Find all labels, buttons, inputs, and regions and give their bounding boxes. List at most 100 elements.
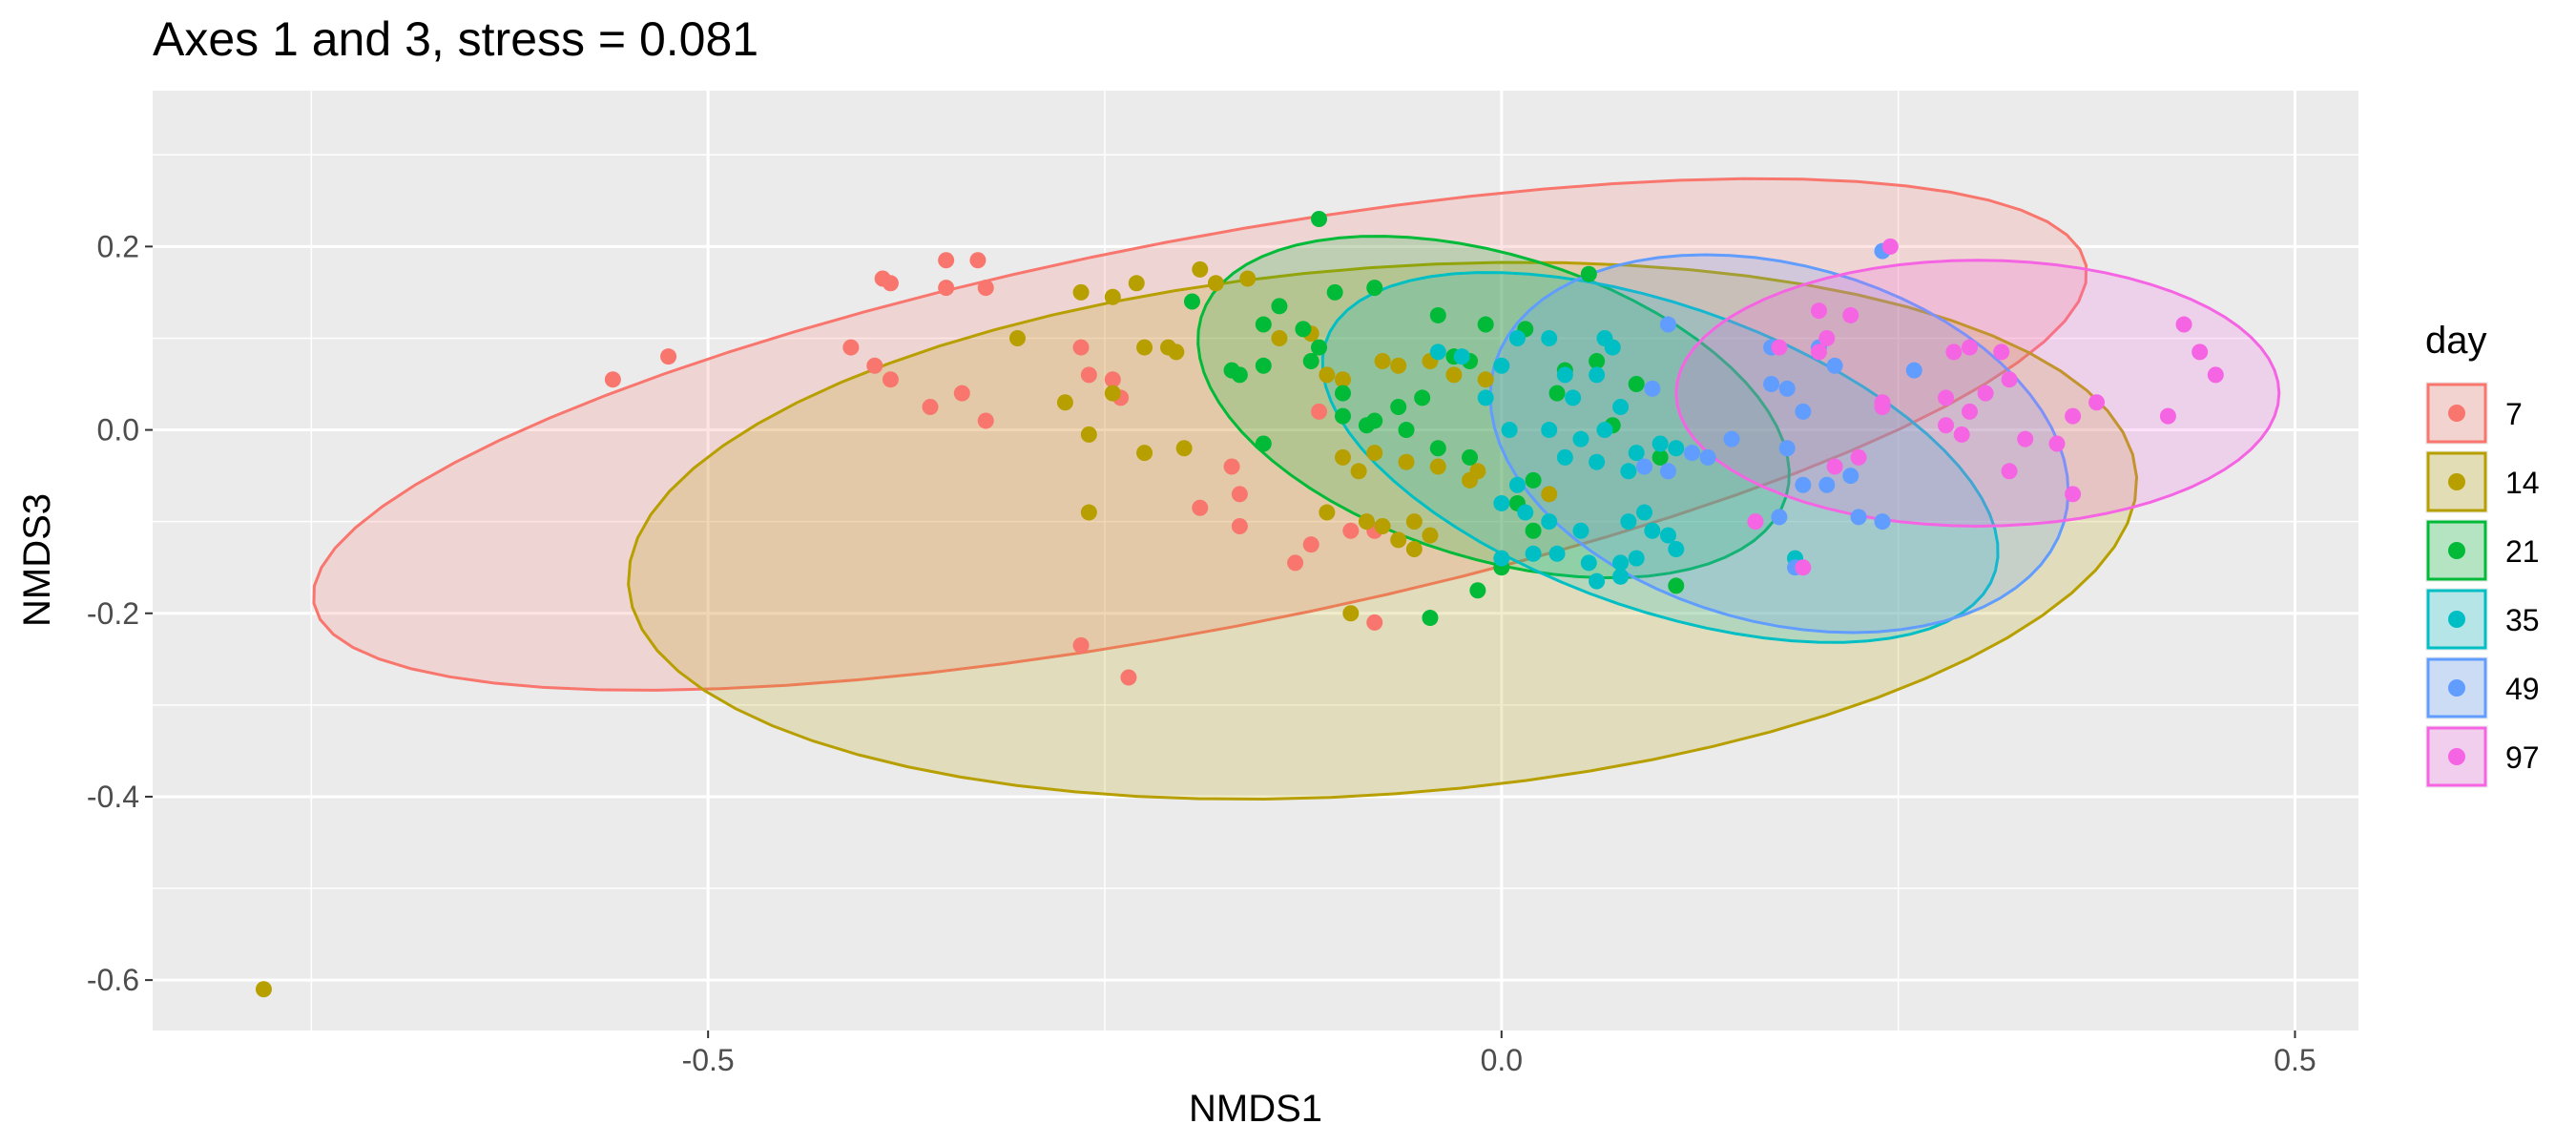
point-day-14 <box>1374 517 1391 534</box>
point-day-97 <box>1961 403 1978 420</box>
point-day-7 <box>1080 366 1097 384</box>
point-day-21 <box>1525 471 1542 489</box>
point-day-97 <box>1953 426 1970 443</box>
point-day-7 <box>604 371 621 388</box>
point-day-35 <box>1541 513 1558 531</box>
point-day-14 <box>1445 366 1463 384</box>
point-day-14 <box>1104 288 1121 305</box>
x-axis-title: NMDS1 <box>1189 1088 1322 1130</box>
point-day-35 <box>1517 504 1534 521</box>
point-day-97 <box>1747 513 1764 531</box>
point-day-21 <box>1255 435 1272 452</box>
point-day-14 <box>1358 513 1375 531</box>
point-day-35 <box>1429 344 1446 361</box>
point-day-14 <box>1477 371 1494 388</box>
point-day-14 <box>1104 385 1121 402</box>
point-day-35 <box>1572 522 1589 539</box>
point-day-97 <box>2065 486 2082 503</box>
y-tick-label: -0.4 <box>87 780 139 814</box>
point-day-35 <box>1565 389 1582 406</box>
point-day-35 <box>1668 540 1685 557</box>
legend-label-49: 49 <box>2505 672 2540 706</box>
point-day-14 <box>1239 270 1257 287</box>
point-day-21 <box>1398 422 1415 439</box>
point-day-49 <box>1795 403 1812 420</box>
point-day-35 <box>1572 430 1589 448</box>
point-day-35 <box>1508 476 1526 493</box>
point-day-14 <box>1136 445 1153 462</box>
legend-key-point-97 <box>2448 748 2465 765</box>
point-day-21 <box>1390 399 1407 416</box>
point-day-35 <box>1636 504 1653 521</box>
point-day-35 <box>1620 463 1637 480</box>
point-day-35 <box>1596 422 1613 439</box>
legend-key-point-35 <box>2448 611 2465 628</box>
point-day-35 <box>1556 448 1573 466</box>
point-day-7 <box>1223 458 1240 475</box>
y-tick-label: -0.6 <box>87 963 139 997</box>
point-day-7 <box>882 275 899 292</box>
point-day-14 <box>1469 463 1486 480</box>
point-day-35 <box>1493 494 1510 511</box>
point-day-49 <box>1850 509 1867 526</box>
point-day-7 <box>1287 554 1304 572</box>
point-day-49 <box>1723 430 1740 448</box>
point-day-97 <box>1993 344 2010 361</box>
point-day-97 <box>1850 448 1867 466</box>
legend-key-point-14 <box>2448 473 2465 490</box>
legend-label-97: 97 <box>2505 740 2540 775</box>
point-day-21 <box>1311 211 1328 228</box>
point-day-21 <box>1414 389 1431 406</box>
point-day-97 <box>1961 339 1978 356</box>
point-day-49 <box>1644 380 1661 397</box>
point-day-7 <box>1072 636 1090 654</box>
point-day-21 <box>1302 352 1319 369</box>
point-day-49 <box>1771 509 1788 526</box>
point-day-14 <box>1271 329 1288 346</box>
point-day-14 <box>1374 352 1391 369</box>
point-day-14 <box>1072 283 1090 301</box>
point-day-21 <box>1255 316 1272 333</box>
axis-ticks: -0.5 0.0 0.5 -0.6 -0.4 -0.2 0.0 0.2 <box>87 229 2316 1077</box>
point-day-49 <box>1699 448 1716 466</box>
point-day-21 <box>1668 577 1685 594</box>
point-day-14 <box>1390 357 1407 374</box>
point-day-14 <box>1056 394 1073 411</box>
point-day-97 <box>2048 435 2066 452</box>
point-day-35 <box>1668 440 1685 457</box>
point-day-35 <box>1541 329 1558 346</box>
x-tick-label: 0.0 <box>1481 1043 1523 1077</box>
point-day-21 <box>1366 280 1383 297</box>
legend-label-14: 14 <box>2505 466 2540 500</box>
point-day-14 <box>1390 531 1407 549</box>
point-day-7 <box>1366 614 1383 631</box>
point-day-14 <box>1080 504 1097 521</box>
point-day-35 <box>1525 545 1542 562</box>
point-day-14 <box>1319 504 1336 521</box>
point-day-7 <box>938 252 955 269</box>
point-day-7 <box>938 280 955 297</box>
point-day-35 <box>1508 329 1526 346</box>
legend-key-point-49 <box>2448 679 2465 697</box>
point-day-49 <box>1826 357 1843 374</box>
point-day-21 <box>1429 306 1446 323</box>
point-day-14 <box>1366 445 1383 462</box>
legend-key-point-21 <box>2448 542 2465 559</box>
point-day-35 <box>1620 513 1637 531</box>
point-day-14 <box>1405 513 1423 531</box>
point-day-21 <box>1311 339 1328 356</box>
point-day-97 <box>1826 458 1843 475</box>
point-day-97 <box>2192 344 2209 361</box>
point-day-35 <box>1541 422 1558 439</box>
point-day-7 <box>842 339 860 356</box>
point-day-97 <box>2207 366 2224 384</box>
chart-title: Axes 1 and 3, stress = 0.081 <box>153 12 758 66</box>
point-day-7 <box>1302 536 1319 553</box>
y-axis-title: NMDS3 <box>16 493 58 627</box>
point-day-21 <box>1469 582 1486 599</box>
legend-key-49 <box>2426 657 2487 718</box>
point-day-35 <box>1652 435 1669 452</box>
point-day-7 <box>1231 486 1248 503</box>
point-day-7 <box>1072 339 1090 356</box>
